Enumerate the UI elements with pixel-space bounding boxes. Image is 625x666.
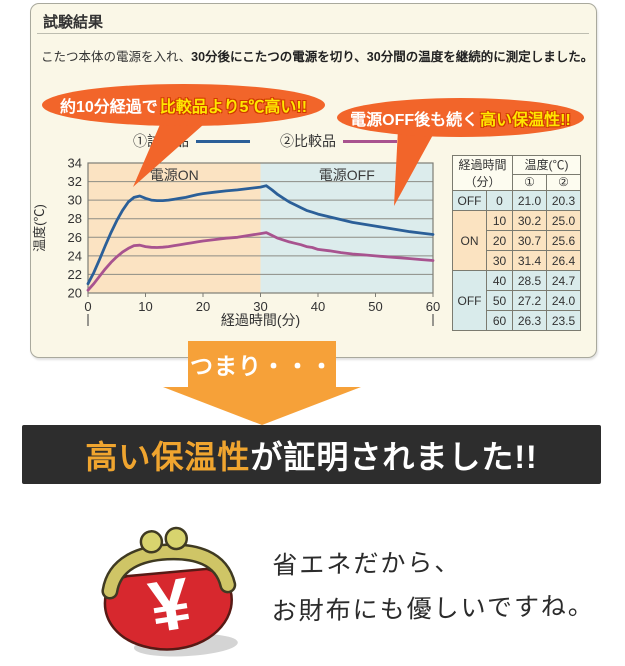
y-tick-label: 30 <box>68 193 82 208</box>
y-tick-label: 22 <box>68 267 82 282</box>
table-cell-v2: 20.3 <box>546 190 581 211</box>
description-normal: こたつ本体の電源を入れ、 <box>41 50 192 64</box>
banner-rest: が証明されました!! <box>250 438 538 475</box>
table-cell-v1: 30.7 <box>512 230 547 251</box>
purse-clasp-ball-left <box>139 530 164 554</box>
purse-frame <box>103 545 234 598</box>
y-tick-label: 28 <box>68 211 82 226</box>
callout-bubble-right: 電源OFF後も続く 高い保温性!! <box>337 98 584 137</box>
power-state-cell: OFF <box>452 190 487 211</box>
y-axis-label: 温度(℃) <box>32 204 47 252</box>
banner-highlight: 高い保温性 <box>85 438 251 475</box>
panel-title: 試験結果 <box>43 14 104 31</box>
header-temperature: 温度(℃) <box>512 155 581 175</box>
x-tick-label: 0 <box>84 299 91 314</box>
table-cell-v2: 25.0 <box>546 210 581 231</box>
table-cell-v2: 24.7 <box>546 270 581 291</box>
conclusion-banner: 高い保温性 が証明されました!! <box>22 425 601 484</box>
x-tick-label: 10 <box>138 299 152 314</box>
table-row: 50 27.2 24.0 <box>453 290 581 311</box>
table-row: 20 30.7 25.6 <box>453 230 581 251</box>
table-cell-v1: 26.3 <box>512 310 547 331</box>
table-cell-v2: 24.0 <box>546 290 581 311</box>
table-row: 60 26.3 23.5 <box>453 310 581 331</box>
power-state-cell: ON <box>452 210 487 271</box>
table-row: OFF 40 28.5 24.7 <box>452 270 581 331</box>
footer-text: 省エネだから、 お財布にも優しいですね。 <box>271 537 596 635</box>
table-row: OFF 0 21.0 20.3 <box>452 190 581 211</box>
header-elapsed-time-line1: 経過時間 <box>458 158 507 172</box>
callout-right-normal: 電源OFF後も続く <box>350 111 479 129</box>
chart-legend: ①試験品 ②比較品 <box>100 131 430 151</box>
x-tick-label: 40 <box>311 299 325 314</box>
y-tick-label: 20 <box>68 286 82 301</box>
legend-line-purple <box>343 139 397 143</box>
x-tick-label: 60 <box>426 299 440 314</box>
table-cell-time: 0 <box>486 190 513 211</box>
series-line <box>86 231 435 292</box>
footer-line-2: お財布にも優しいですね。 <box>271 592 596 626</box>
table-cell-time: 40 <box>486 270 513 291</box>
table-cell-time: 60 <box>486 310 513 331</box>
y-tick-label: 34 <box>68 156 82 171</box>
table-cell-v1: 21.0 <box>512 190 547 211</box>
table-cell-v1: 31.4 <box>512 250 547 271</box>
table-cell-time: 30 <box>486 250 513 271</box>
header-elapsed-time: 経過時間 （分） <box>452 155 513 191</box>
y-tick-label: 32 <box>68 174 82 189</box>
table-cell-v2: 23.5 <box>546 310 581 331</box>
measurement-table-body: OFF 0 21.0 20.3 ON 10 30.2 25.0 20 30.7 25.6 30 31.4… <box>452 190 581 331</box>
title-divider <box>37 33 589 34</box>
header-elapsed-time-line2: （分） <box>464 175 501 189</box>
x-tick-label: 20 <box>196 299 210 314</box>
table-cell-v1: 27.2 <box>512 290 547 311</box>
purse-clasp-ball-right <box>164 526 189 551</box>
measurement-table: 経過時間 （分） 温度(℃) ① ② OFF 0 21.0 20.3 ON 10 30.2 2… <box>452 155 581 331</box>
table-cell-v2: 26.4 <box>546 250 581 271</box>
table-cell-time: 20 <box>486 230 513 251</box>
header-series1: ① <box>512 173 547 192</box>
series-line <box>86 184 435 286</box>
measurement-table-header: 経過時間 （分） 温度(℃) ① ② <box>452 155 581 192</box>
conclusion-arrow-head <box>163 387 361 425</box>
temperature-chart: 電源ON 電源OFF 20 22 24 26 28 30 32 34 温度(℃) 0 10 20 30 40 5… <box>32 156 440 329</box>
arrow-label: つまり・・・ <box>190 353 334 379</box>
callout-bubble-left: 約10分経過で 比較品より5℃高い!! <box>42 84 325 126</box>
y-tick-label: 26 <box>68 230 82 245</box>
table-row: 30 31.4 26.4 <box>453 250 581 271</box>
callout-left-normal: 約10分経過で <box>59 99 158 116</box>
x-tick-label: 50 <box>368 299 382 314</box>
y-tick-label: 24 <box>68 248 82 263</box>
description-bold: 30分後にこたつの電源を切り、30分間の温度を継続的に測定しました。 <box>191 50 594 64</box>
table-row: ON 10 30.2 25.0 <box>452 210 581 271</box>
legend-line-blue <box>196 139 250 143</box>
callout-right-highlight: 高い保温性!! <box>480 111 571 129</box>
table-cell-v2: 25.6 <box>546 230 581 251</box>
legend-item-test-product: ①試験品 <box>133 131 250 151</box>
legend-label-2: ②比較品 <box>280 133 336 149</box>
region-label: 電源ON <box>150 167 199 183</box>
legend-item-comparison-product: ②比較品 <box>280 131 397 151</box>
table-cell-time: 50 <box>486 290 513 311</box>
region-label: 電源OFF <box>319 167 375 183</box>
x-axis-label: 経過時間(分) <box>221 312 300 328</box>
x-tick-label: 30 <box>253 299 267 314</box>
table-cell-time: 10 <box>486 210 513 231</box>
footer-line-1: 省エネだから、 <box>272 548 462 580</box>
legend-label-1: ①試験品 <box>133 133 189 149</box>
table-cell-v1: 28.5 <box>512 270 547 291</box>
power-state-cell: OFF <box>452 270 487 331</box>
coin-purse-icon: ¥ <box>101 526 238 657</box>
callout-left-highlight: 比較品より5℃高い!! <box>159 99 308 116</box>
conclusion-arrow: つまり・・・ <box>188 341 336 387</box>
test-description: こたつ本体の電源を入れ、30分後にこたつの電源を切り、30分間の温度を継続的に測… <box>41 46 593 65</box>
table-cell-v1: 30.2 <box>512 210 547 231</box>
header-series2: ② <box>546 173 581 192</box>
